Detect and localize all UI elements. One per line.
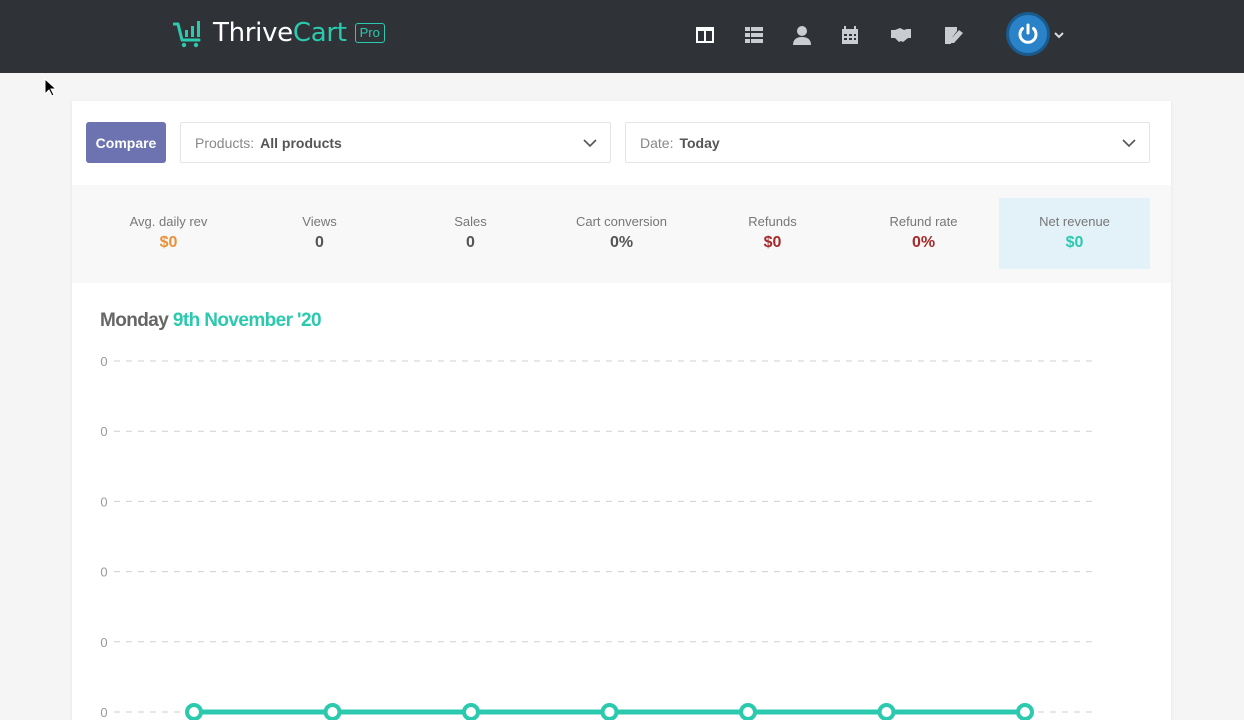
dashboard-card: Compare Products: All products Date: Tod…: [72, 101, 1171, 720]
products-select-value: All products: [260, 134, 342, 151]
stat-net-revenue[interactable]: Net revenue $0: [999, 198, 1150, 269]
date-select-value: Today: [679, 134, 720, 151]
stat-label: Views: [302, 214, 337, 229]
user-avatar[interactable]: [1006, 12, 1050, 56]
date-select[interactable]: Date: Today: [625, 122, 1150, 163]
stat-value: $0: [159, 234, 178, 251]
filter-bar: Compare Products: All products Date: Tod…: [72, 101, 1171, 185]
list-icon: [745, 27, 763, 43]
pro-badge: Pro: [354, 23, 385, 43]
stat-value: 0%: [911, 234, 936, 251]
nav-customers[interactable]: [789, 22, 815, 48]
thrivecart-logo[interactable]: ThriveCart Pro: [173, 17, 385, 49]
chart-date: 9th November '20: [172, 310, 322, 331]
chart-day: Monday: [100, 310, 169, 331]
top-navbar: ThriveCart Pro: [0, 0, 1244, 73]
cart-logo-icon: [173, 21, 201, 48]
stat-value: $0: [763, 234, 782, 251]
nav-affiliates[interactable]: [888, 22, 914, 48]
nav-dashboard[interactable]: [692, 22, 718, 48]
compare-button[interactable]: Compare: [86, 122, 166, 163]
nav-list[interactable]: [741, 22, 767, 48]
handshake-icon: [891, 28, 911, 42]
stats-row: Avg. daily rev $0 Views 0 Sales 0 Cart c…: [72, 185, 1171, 283]
edit-document-icon: [945, 27, 963, 44]
stat-views[interactable]: Views 0: [244, 198, 395, 269]
stat-value: 0: [466, 234, 475, 251]
chevron-down-icon: [1122, 139, 1136, 148]
stat-cart-conversion[interactable]: Cart conversion 0%: [546, 198, 697, 269]
brand-name: ThriveCart: [213, 18, 347, 48]
stat-sales[interactable]: Sales 0: [395, 198, 546, 269]
chevron-down-icon: [1054, 32, 1064, 39]
stat-label: Avg. daily rev: [129, 214, 208, 229]
mouse-cursor-icon: [44, 78, 58, 97]
stat-avg-daily-rev[interactable]: Avg. daily rev $0: [93, 198, 244, 269]
stat-label: Refund rate: [889, 214, 958, 229]
stat-refund-rate[interactable]: Refund rate 0%: [848, 198, 999, 269]
stat-label: Cart conversion: [575, 214, 668, 229]
date-select-label: Date:: [640, 134, 674, 151]
nav-calendar[interactable]: [837, 22, 863, 48]
power-icon: [1014, 20, 1042, 48]
user-icon: [793, 26, 811, 45]
stat-value: $0: [1065, 234, 1084, 251]
chevron-down-icon: [583, 139, 597, 148]
calendar-icon: [842, 26, 858, 44]
stat-label: Refunds: [748, 214, 797, 229]
stat-label: Sales: [454, 214, 487, 229]
stat-value: 0: [315, 234, 324, 251]
products-select[interactable]: Products: All products: [180, 122, 611, 163]
stat-value: 0%: [609, 234, 634, 251]
stat-label: Net revenue: [1039, 214, 1110, 229]
stat-refunds[interactable]: Refunds $0: [697, 198, 848, 269]
chart-title: Monday 9th November '20: [100, 310, 322, 332]
account-dropdown[interactable]: [1053, 28, 1065, 40]
nav-reports[interactable]: [941, 22, 967, 48]
dashboard-icon: [696, 27, 714, 43]
products-select-label: Products:: [195, 134, 255, 151]
